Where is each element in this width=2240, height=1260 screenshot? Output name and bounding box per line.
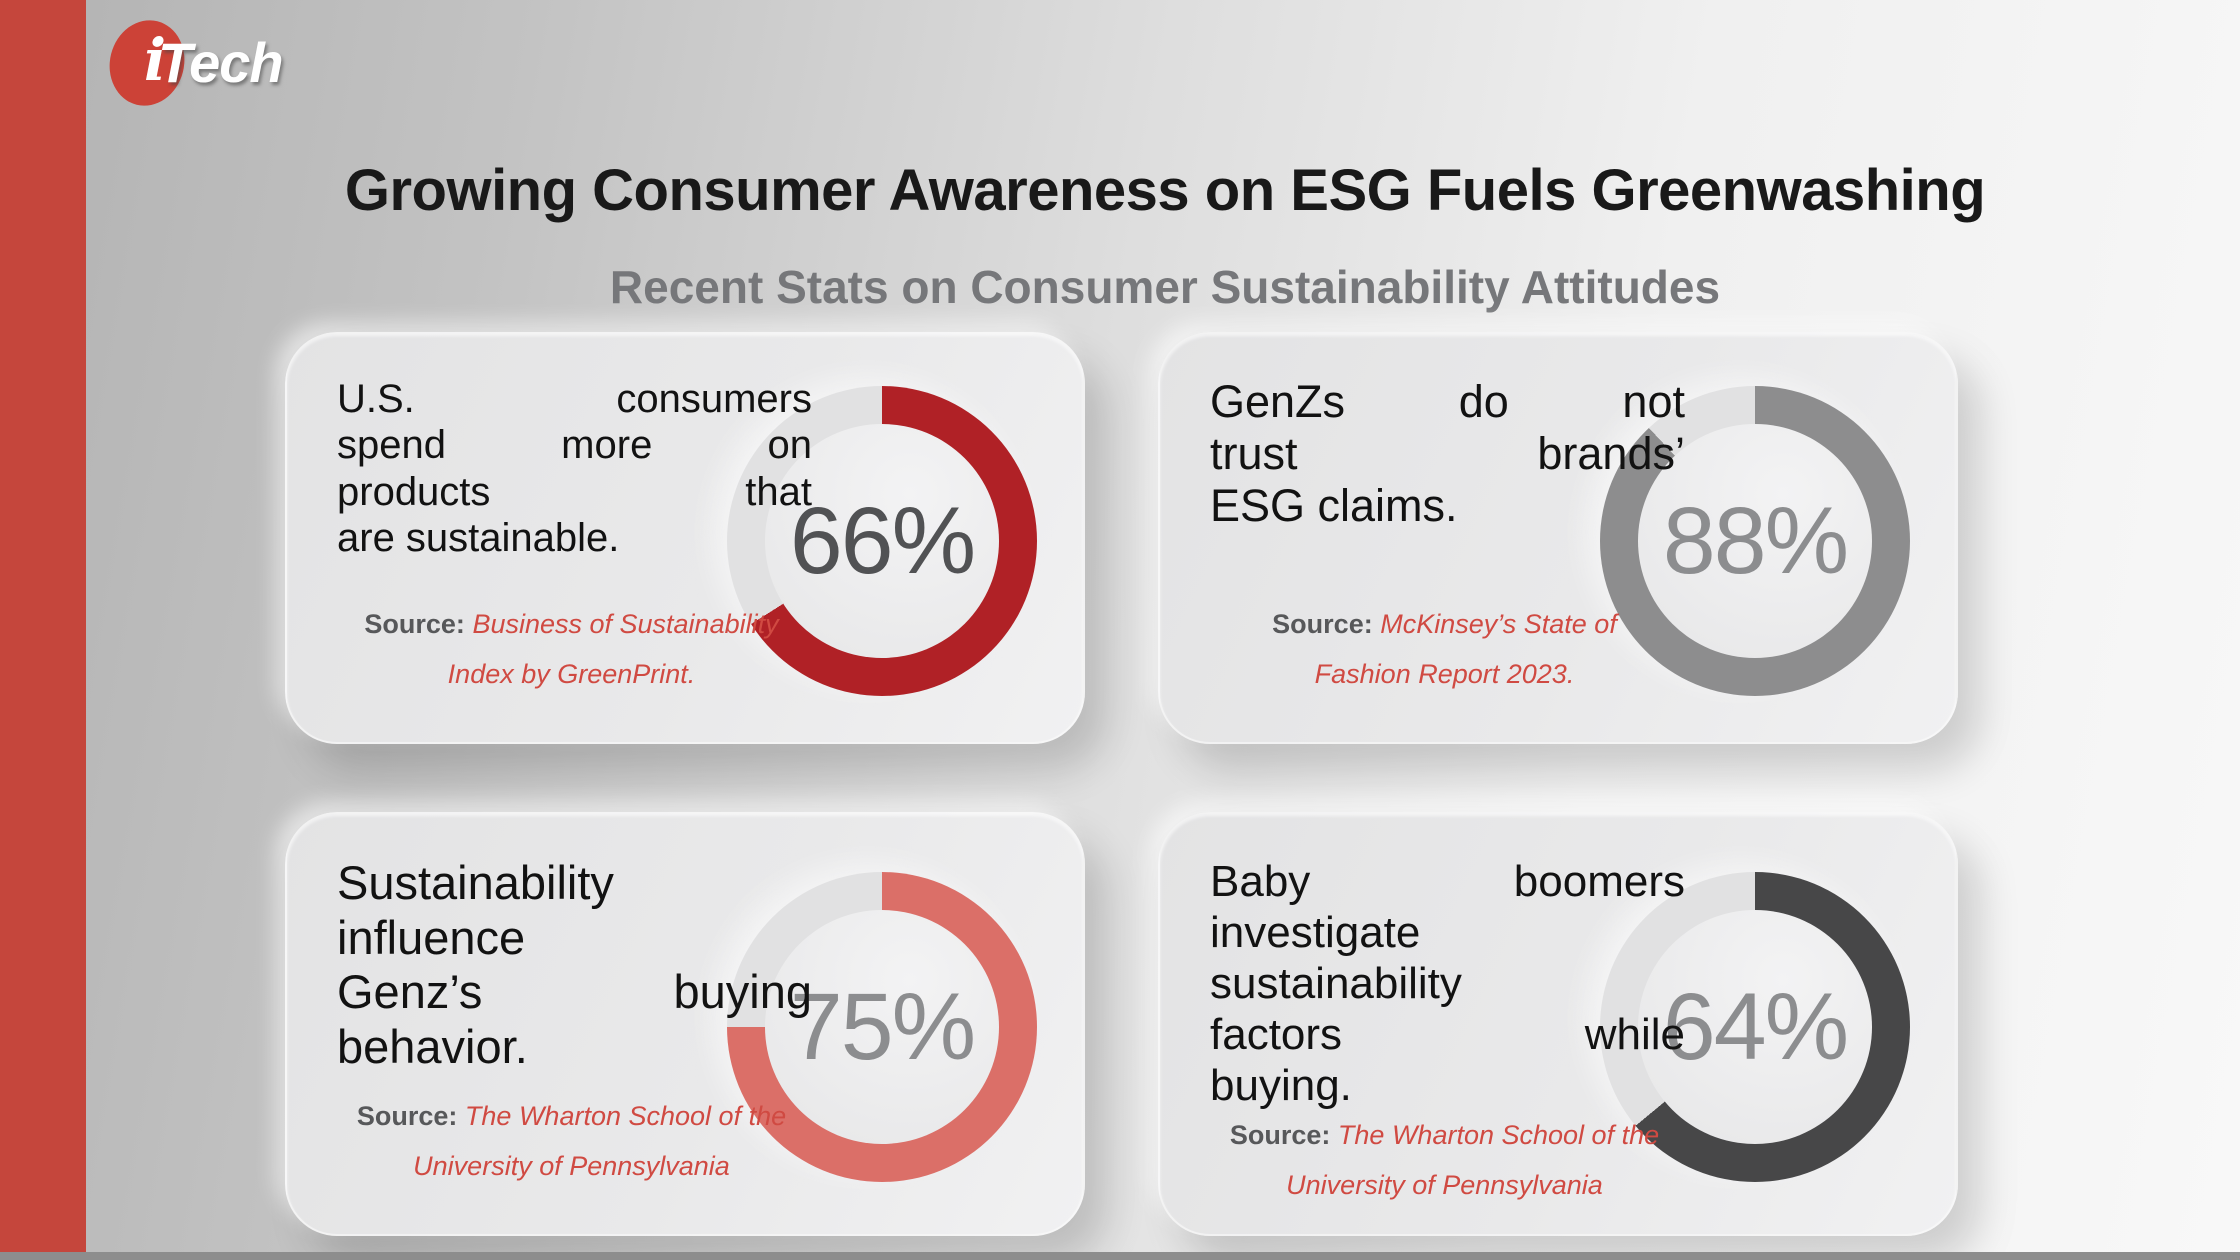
- source-text-line1: The Wharton School of the: [1337, 1120, 1660, 1151]
- statement: Baby boomers investigate sustainability fac…: [1210, 856, 1685, 1111]
- statement-line: influence: [337, 910, 526, 964]
- percent-value: 75%: [789, 973, 976, 1080]
- statement: U.S. consumers spend more on products that…: [337, 376, 812, 562]
- logo-i-letter: i: [144, 26, 167, 94]
- percent-value: 88%: [1662, 487, 1849, 594]
- donut-chart: 75%: [697, 848, 1037, 1188]
- statement-line: buying.: [1210, 1061, 1352, 1111]
- statement-line: factors while: [1210, 1010, 1685, 1060]
- donut-chart: 88%: [1570, 362, 1910, 702]
- stat-card-us-consumers: U.S. consumers spend more on products that…: [285, 332, 1085, 744]
- source-line-1: Source: The Wharton School of the: [1210, 1111, 1679, 1161]
- card-text-column: Sustainability influence Genz’s buying beha…: [337, 856, 812, 1198]
- card-text-column: Baby boomers investigate sustainability fac…: [1210, 856, 1685, 1200]
- statement-line: Genz’s buying: [337, 965, 812, 1019]
- source: Source: McKinsey’s State of Fashion Repo…: [1210, 600, 1685, 706]
- statement-line: U.S. consumers: [337, 377, 812, 421]
- statement: GenZs do not trust brands’ ESG claims.: [1210, 376, 1685, 533]
- statement-line: investigate: [1210, 908, 1421, 958]
- statement-line: trust brands’: [1210, 428, 1685, 480]
- source-text-line1: McKinsey’s State of: [1380, 609, 1617, 640]
- logo-text: Tech: [158, 30, 284, 94]
- source-text-line1: The Wharton School of the: [464, 1101, 787, 1132]
- source-text-line2: University of Pennsylvania: [1286, 1170, 1603, 1201]
- card-text-column: GenZs do not trust brands’ ESG claims. Sou…: [1210, 376, 1685, 706]
- statement-line: sustainability: [1210, 959, 1462, 1009]
- source-label: Source:: [356, 1101, 458, 1132]
- page-title: Growing Consumer Awareness on ESG Fuels …: [344, 157, 1986, 223]
- itech-logo: i Tech: [100, 12, 284, 114]
- source-label: Source:: [364, 609, 465, 640]
- stat-card-genz-buying: Sustainability influence Genz’s buying beha…: [285, 812, 1085, 1236]
- donut-hole: 66%: [765, 424, 999, 658]
- bottom-strip: [0, 1252, 2240, 1260]
- stat-card-baby-boomers: Baby boomers investigate sustainability fac…: [1158, 812, 1958, 1236]
- source-line-1: Source: McKinsey’s State of: [1210, 600, 1679, 650]
- percent-value: 66%: [789, 487, 976, 594]
- page-subtitle: Recent Stats on Consumer Sustainability …: [609, 261, 1721, 314]
- card-text-column: U.S. consumers spend more on products that…: [337, 376, 812, 706]
- statement-line: are sustainable.: [337, 516, 620, 561]
- source-label: Source:: [1229, 1120, 1331, 1151]
- percent-value: 64%: [1662, 973, 1849, 1080]
- source-text-line2: Fashion Report 2023.: [1314, 659, 1575, 690]
- source: Source: The Wharton School of the Univer…: [337, 1092, 812, 1198]
- statement: Sustainability influence Genz’s buying beha…: [337, 856, 812, 1074]
- donut-hole: 75%: [765, 910, 999, 1144]
- stat-card-genz-trust: GenZs do not trust brands’ ESG claims. Sou…: [1158, 332, 1958, 744]
- source-label: Source:: [1272, 609, 1373, 640]
- source-text-line2: University of Pennsylvania: [413, 1151, 730, 1182]
- donut-hole: 64%: [1638, 910, 1872, 1144]
- source-line-1: Source: Business of Sustainability: [337, 600, 806, 650]
- statement-line: spend more on: [337, 423, 812, 468]
- statement-line: behavior.: [337, 1019, 528, 1073]
- stats-grid: U.S. consumers spend more on products that…: [285, 332, 1958, 1236]
- donut-chart: 64%: [1570, 848, 1910, 1188]
- donut-hole: 88%: [1638, 424, 1872, 658]
- source-text-line1: Business of Sustainability: [472, 609, 779, 640]
- statement-line: products that: [337, 469, 812, 514]
- source: Source: Business of Sustainability Index…: [337, 600, 812, 706]
- statement-line: Baby boomers: [1210, 857, 1685, 906]
- source: Source: The Wharton School of the Univer…: [1210, 1111, 1685, 1217]
- donut-chart: 66%: [697, 362, 1037, 702]
- statement-line: ESG claims.: [1210, 480, 1458, 532]
- left-accent-bar: [0, 0, 86, 1252]
- statement-line: Sustainability: [337, 856, 614, 909]
- statement-line: GenZs do not: [1210, 376, 1685, 427]
- source-line-1: Source: The Wharton School of the: [337, 1092, 806, 1142]
- source-text-line2: Index by GreenPrint.: [447, 659, 696, 690]
